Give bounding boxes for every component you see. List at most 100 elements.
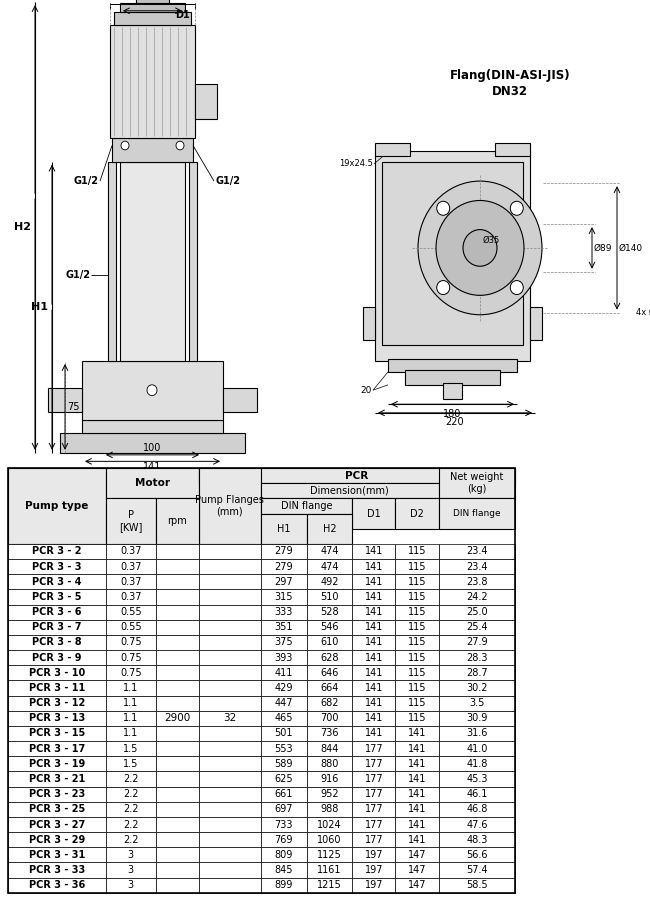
Text: 45.3: 45.3 (466, 774, 488, 784)
Text: 0.55: 0.55 (120, 622, 142, 633)
Bar (199, 665, 261, 680)
Text: Pump Flanges
(mm): Pump Flanges (mm) (196, 495, 265, 517)
Bar (136, 0, 169, 4)
Bar (307, 620, 352, 634)
Text: PCR 3 - 27: PCR 3 - 27 (29, 820, 85, 830)
Bar (189, 162, 197, 361)
Bar (199, 559, 261, 574)
Bar (307, 787, 352, 802)
Bar (307, 832, 352, 847)
Bar (106, 680, 155, 696)
Text: 115: 115 (408, 546, 426, 556)
Bar (199, 771, 261, 787)
Bar (223, 388, 257, 412)
Bar (352, 711, 395, 726)
Text: 220: 220 (446, 418, 464, 428)
Bar (8, 787, 106, 802)
Bar (395, 680, 439, 696)
Bar (352, 817, 395, 833)
Text: 411: 411 (274, 668, 293, 678)
Bar (8, 817, 106, 833)
Text: 147: 147 (408, 865, 426, 875)
Bar (439, 620, 515, 634)
Text: 2.2: 2.2 (123, 834, 138, 845)
Bar (8, 559, 106, 574)
Bar (106, 634, 155, 650)
Bar (261, 878, 307, 893)
Text: 141: 141 (365, 683, 383, 693)
Bar (439, 559, 515, 574)
Text: 2.2: 2.2 (123, 805, 138, 814)
Bar (352, 756, 395, 771)
Circle shape (463, 230, 497, 266)
Text: 1060: 1060 (317, 834, 342, 845)
Bar (352, 787, 395, 802)
Bar (395, 559, 439, 574)
Text: 0.37: 0.37 (120, 562, 142, 572)
Text: 351: 351 (274, 622, 293, 633)
Bar (439, 468, 515, 499)
Bar (261, 711, 307, 726)
Text: 0.37: 0.37 (120, 577, 142, 587)
Text: 177: 177 (365, 789, 383, 799)
Bar (395, 787, 439, 802)
Bar (307, 817, 352, 833)
Text: Pump type: Pump type (25, 501, 88, 511)
Text: 0.75: 0.75 (120, 652, 142, 662)
Text: Dimension(mm): Dimension(mm) (310, 486, 389, 496)
Text: G1/2: G1/2 (74, 176, 99, 186)
Bar (352, 605, 395, 620)
Text: 177: 177 (365, 805, 383, 814)
Bar (155, 574, 199, 590)
Bar (395, 878, 439, 893)
Bar (8, 634, 106, 650)
Text: 429: 429 (274, 683, 293, 693)
Bar (261, 787, 307, 802)
Bar (395, 634, 439, 650)
Circle shape (510, 281, 523, 294)
Bar (307, 756, 352, 771)
Bar (106, 832, 155, 847)
Bar (261, 817, 307, 833)
Bar (155, 634, 199, 650)
Text: Net weight
(kg): Net weight (kg) (450, 472, 504, 494)
Text: 3: 3 (128, 880, 134, 890)
Bar (199, 817, 261, 833)
Bar (261, 802, 307, 817)
Text: 1161: 1161 (317, 865, 342, 875)
Bar (439, 741, 515, 756)
Bar (352, 574, 395, 590)
Text: PCR 3 - 13: PCR 3 - 13 (29, 714, 85, 724)
Bar (261, 771, 307, 787)
Bar (199, 711, 261, 726)
Text: 1125: 1125 (317, 850, 342, 859)
Text: 115: 115 (408, 577, 426, 587)
Text: 141: 141 (365, 608, 383, 617)
Text: 528: 528 (320, 608, 339, 617)
Bar (8, 862, 106, 878)
Bar (199, 741, 261, 756)
Bar (395, 862, 439, 878)
Text: 32: 32 (223, 714, 237, 724)
Text: 769: 769 (274, 834, 293, 845)
Bar (439, 802, 515, 817)
Text: H2: H2 (14, 222, 31, 232)
Text: 0.55: 0.55 (120, 608, 142, 617)
Bar (199, 832, 261, 847)
Text: 141: 141 (143, 463, 161, 473)
Bar (261, 862, 307, 878)
Text: 393: 393 (274, 652, 293, 662)
Text: 1024: 1024 (317, 820, 342, 830)
Text: 952: 952 (320, 789, 339, 799)
Bar (8, 696, 106, 711)
Text: 115: 115 (408, 637, 426, 647)
Text: 23.4: 23.4 (466, 562, 488, 572)
Circle shape (510, 202, 523, 215)
Text: 474: 474 (320, 546, 339, 556)
Text: 447: 447 (274, 698, 293, 708)
Bar (106, 862, 155, 878)
Bar (261, 680, 307, 696)
Bar (352, 559, 395, 574)
Bar (352, 862, 395, 878)
Bar (261, 483, 439, 499)
